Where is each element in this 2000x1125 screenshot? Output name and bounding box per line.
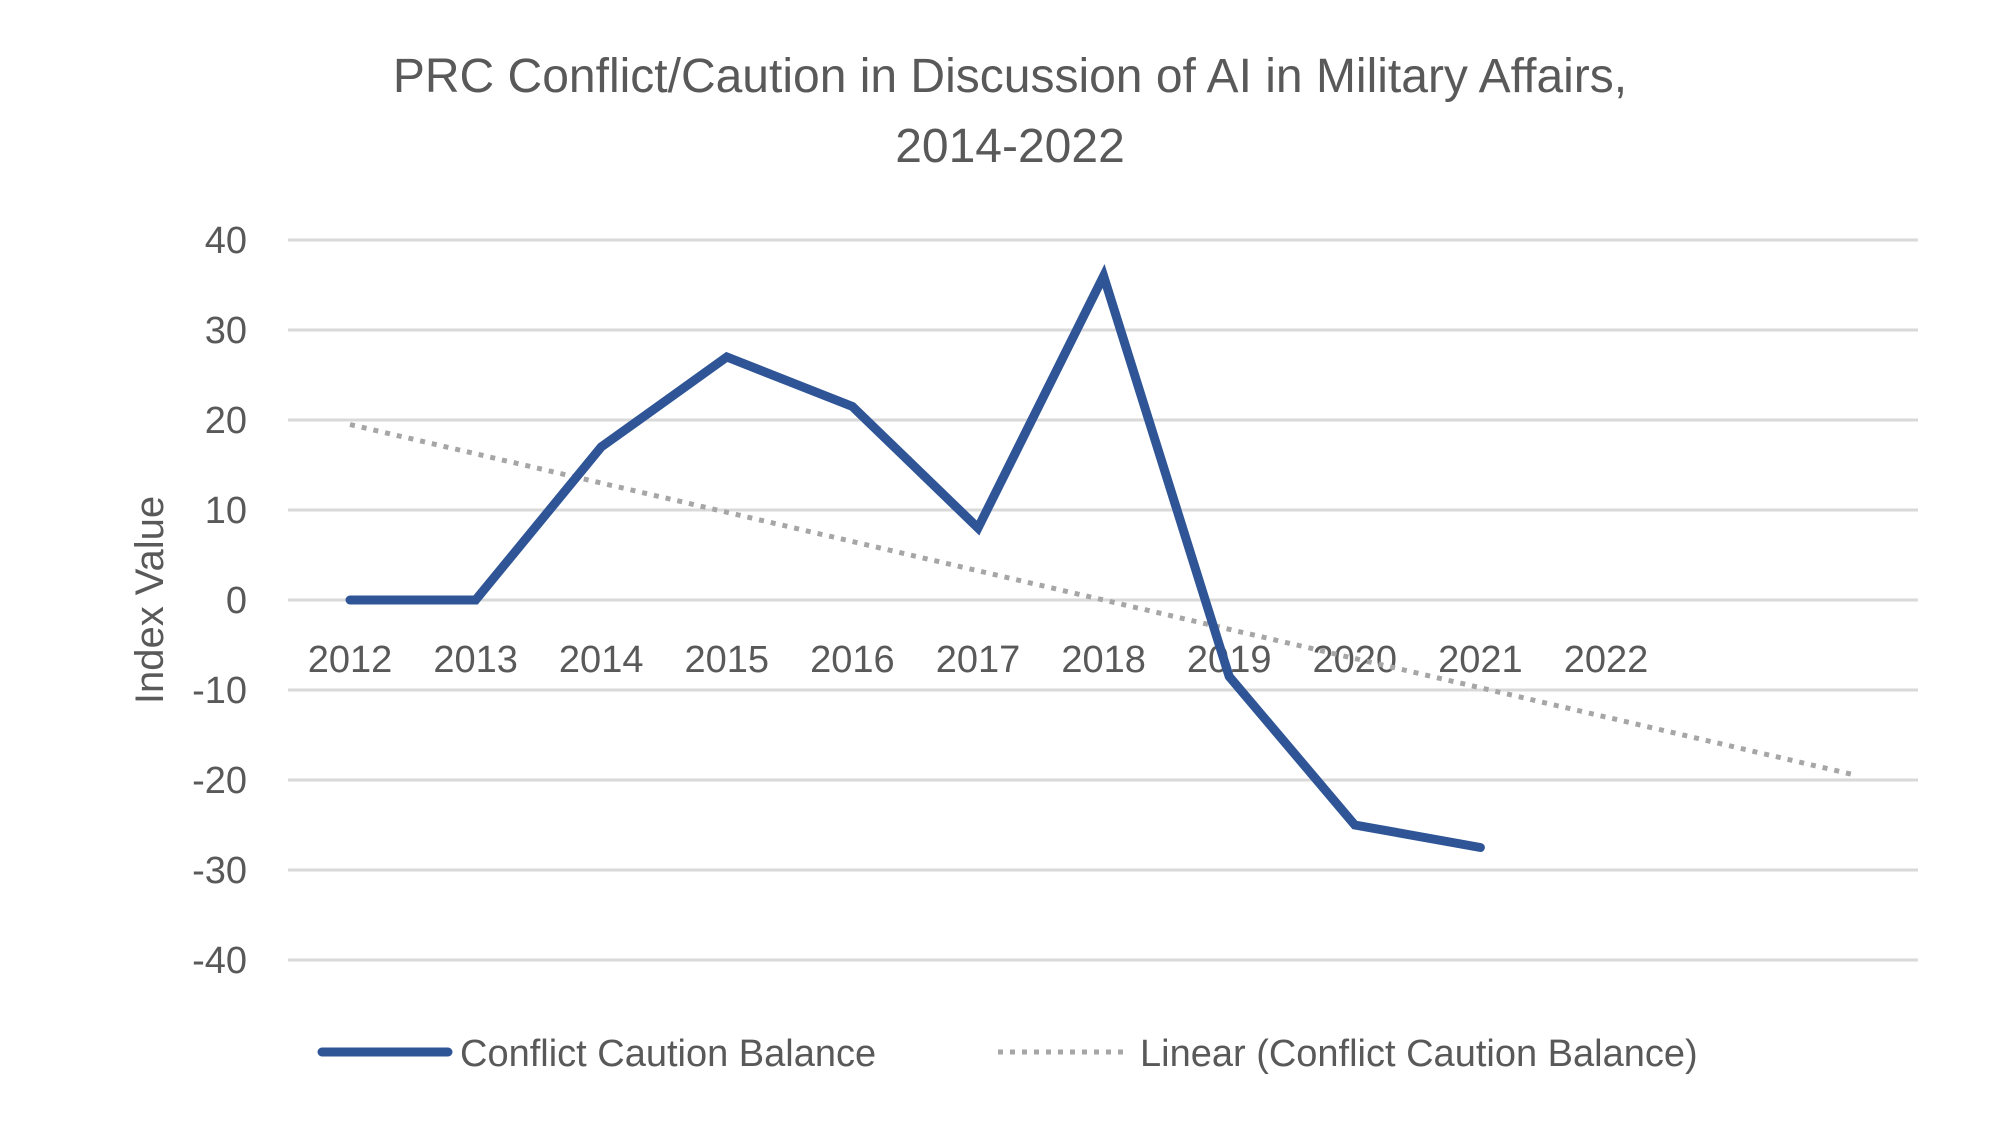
data-point: [724, 355, 729, 359]
x-tick-label: 2017: [936, 639, 1021, 681]
data-point: [348, 598, 352, 602]
legend-label-trendline: Linear (Conflict Caution Balance): [1140, 1033, 1698, 1075]
y-axis-tick-labels: 40 30 20 10 0 -10 -20 -30 -40: [192, 220, 247, 982]
x-tick-label: 2013: [433, 639, 518, 681]
y-tick-label: 30: [205, 310, 247, 352]
chart-title-line-1: PRC Conflict/Caution in Discussion of AI…: [393, 50, 1627, 103]
x-tick-label: 2022: [1564, 639, 1649, 681]
data-point: [850, 404, 855, 409]
legend-label-series: Conflict Caution Balance: [460, 1033, 876, 1075]
y-tick-label: 10: [205, 490, 247, 532]
y-tick-label: -10: [192, 670, 247, 712]
x-tick-label: 2021: [1438, 639, 1523, 681]
chart-title: PRC Conflict/Caution in Discussion of AI…: [393, 50, 1627, 173]
y-tick-label: 20: [205, 400, 247, 442]
y-tick-label: 40: [205, 220, 247, 262]
data-point: [976, 526, 980, 530]
x-tick-label: 2016: [810, 639, 895, 681]
data-point: [1352, 823, 1357, 827]
chart-title-line-2: 2014-2022: [895, 120, 1125, 173]
y-tick-label: -30: [192, 850, 247, 892]
series-layer: [345, 264, 1485, 852]
x-tick-label: 2014: [559, 639, 644, 681]
data-point: [473, 598, 478, 602]
y-tick-label: 0: [226, 580, 247, 622]
data-point: [1227, 674, 1232, 679]
gridlines: [288, 238, 1918, 962]
data-point: [1478, 845, 1483, 850]
y-tick-label: -20: [192, 760, 247, 802]
data-point: [599, 445, 604, 449]
x-tick-label: 2015: [685, 639, 770, 681]
data-point: [1101, 274, 1106, 278]
y-tick-label: -40: [192, 940, 247, 982]
x-axis-tick-labels: 2012201320142015201620172018201920202021…: [308, 639, 1649, 681]
legend: Conflict Caution Balance Linear (Conflic…: [317, 1033, 1698, 1075]
x-tick-label: 2018: [1061, 639, 1146, 681]
series-line: [345, 264, 1485, 852]
y-axis-title: Index Value: [128, 496, 172, 704]
x-tick-label: 2012: [308, 639, 393, 681]
